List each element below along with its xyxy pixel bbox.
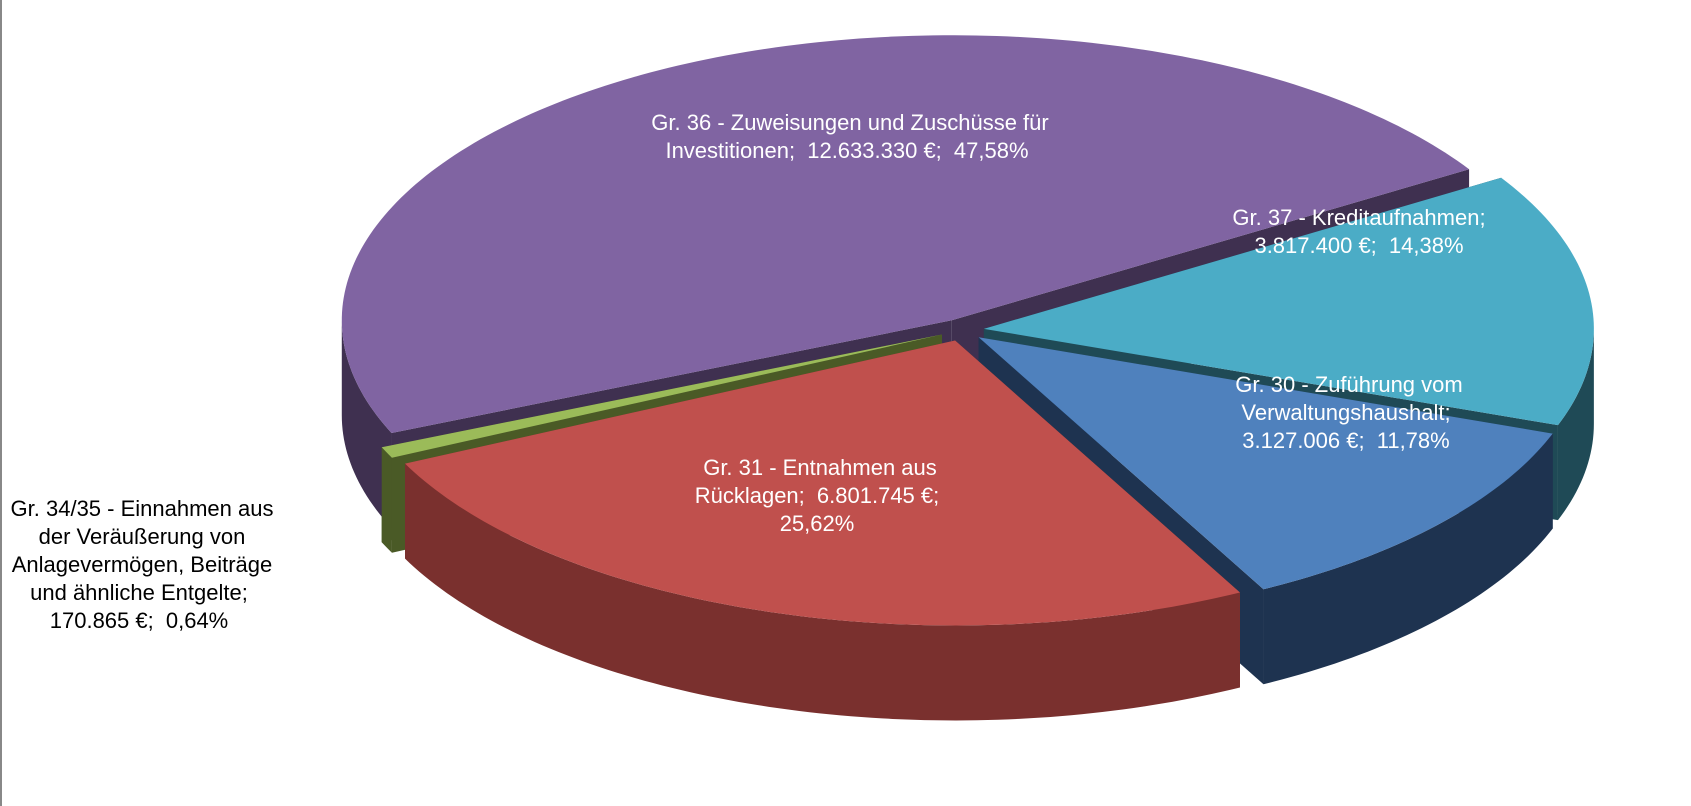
label-part: Gr. 37 - Kreditaufnahmen; [1232, 205, 1486, 230]
label-part: 3.817.400 €; [1254, 233, 1377, 258]
slice-side [381, 447, 392, 553]
label-part: 11,78% [1376, 428, 1450, 453]
data-label: Gr. 36 - Zuweisungen und Zuschüsse für I… [610, 109, 1090, 165]
label-part: Gr. 30 - Zuführung vom Verwaltungshausha… [1235, 372, 1463, 425]
slice-side [341, 320, 392, 528]
label-part: Gr. 34/35 - Einnahmen aus der Veräußerun… [10, 496, 274, 605]
slice [978, 337, 1553, 590]
label-part: 170.865 €; [49, 608, 154, 633]
slice-side [1263, 433, 1553, 685]
slice-side [405, 463, 1240, 721]
label-part: 3.127.006 €; [1242, 428, 1365, 453]
data-label: Gr. 37 - Kreditaufnahmen; 3.817.400 €; 1… [1202, 204, 1522, 260]
data-label: Gr. 30 - Zuführung vom Verwaltungshausha… [1199, 371, 1499, 455]
data-label: Gr. 34/35 - Einnahmen aus der Veräußerun… [7, 495, 277, 635]
data-label: Gr. 31 - Entnahmen aus Rücklagen; 6.801.… [670, 454, 970, 538]
label-part: Gr. 31 - Entnahmen aus Rücklagen; [694, 455, 937, 508]
label-part: 12.633.330 €; [807, 138, 942, 163]
label-part: 47,58% [953, 138, 1029, 163]
slice [341, 35, 1470, 433]
label-part: Gr. 36 - Zuweisungen und Zuschüsse für I… [651, 110, 1049, 163]
label-part: 25,62% [779, 511, 855, 536]
slice-side [1557, 328, 1594, 521]
label-part: 6.801.745 €; [816, 483, 940, 508]
slice [381, 334, 942, 458]
slice [405, 340, 1240, 626]
label-part: 14,38% [1388, 233, 1464, 258]
slice [983, 177, 1594, 426]
label-part: 0,64% [165, 608, 229, 633]
